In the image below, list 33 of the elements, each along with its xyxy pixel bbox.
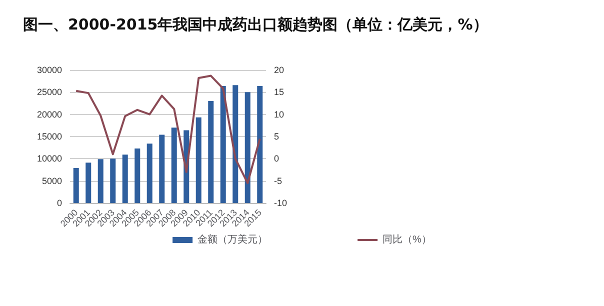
bar	[208, 101, 214, 203]
line-series	[75, 74, 261, 184]
bar	[159, 134, 165, 203]
y2-tick-label: 0	[274, 154, 280, 164]
bar	[220, 86, 226, 203]
y2-tick-label: 15	[274, 87, 284, 98]
bar	[110, 158, 116, 203]
bar	[134, 148, 140, 203]
bar	[146, 144, 152, 203]
bar	[196, 117, 202, 203]
legend-label: 金额（万美元）	[198, 234, 268, 246]
y-tick-label: 0	[56, 198, 62, 208]
legend-label: 同比（%）	[382, 234, 432, 246]
y2-tick-label: -10	[274, 198, 288, 208]
y-tick-label: 25000	[36, 87, 62, 98]
bar	[244, 92, 250, 203]
bar	[86, 162, 92, 203]
y-tick-label: 15000	[36, 132, 62, 142]
bar	[73, 168, 79, 203]
bar	[257, 86, 263, 203]
y2-tick-label: 10	[274, 109, 284, 120]
y-tick-label: 30000	[36, 65, 62, 75]
y-tick-label: 5000	[42, 176, 62, 186]
bar	[122, 154, 128, 203]
y2-tick-label: 20	[274, 65, 284, 75]
bar	[98, 159, 104, 203]
y2-tick-label: -5	[274, 176, 282, 186]
y-tick-label: 20000	[36, 109, 62, 120]
y2-tick-label: 5	[274, 132, 280, 142]
bar	[171, 128, 177, 203]
chart-title: 图一、2000-2015年我国中成药出口额趋势图（单位：亿美元，%）	[23, 16, 488, 34]
y-tick-label: 10000	[36, 154, 62, 164]
bar	[232, 85, 238, 203]
